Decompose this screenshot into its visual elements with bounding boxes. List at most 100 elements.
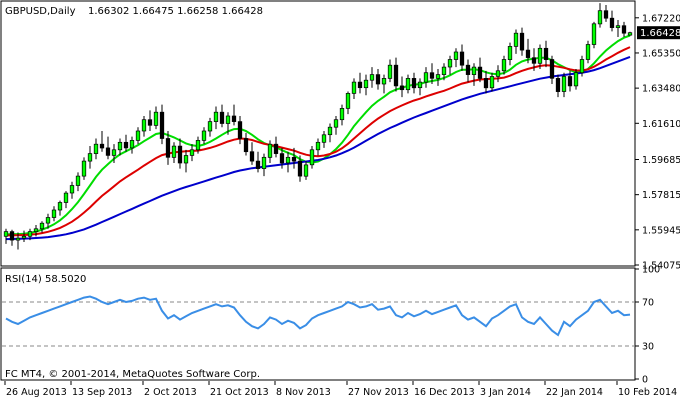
date-tick-label: 2 Oct 2013: [144, 387, 197, 398]
candle-body-bear: [429, 72, 435, 79]
candle: [243, 132, 249, 156]
candle: [177, 138, 183, 169]
candle-body-bear: [291, 156, 297, 162]
candle: [405, 74, 411, 94]
candle: [567, 70, 573, 92]
candle: [585, 40, 591, 64]
candle: [339, 104, 345, 126]
candle: [21, 230, 27, 242]
candle: [291, 147, 297, 169]
candle-body-bull: [93, 143, 99, 154]
candle: [153, 106, 159, 130]
candle: [483, 70, 489, 94]
candle: [309, 146, 315, 169]
candle: [183, 149, 189, 173]
candle: [621, 21, 627, 37]
candle-body-bull: [153, 111, 159, 126]
candle-body-bear: [411, 78, 417, 89]
rsi-tick-label: 100: [642, 265, 660, 276]
candle-body-bull: [225, 115, 231, 124]
candle: [477, 57, 483, 83]
rsi-tick-label: 70: [642, 298, 654, 309]
price-tick-label: 1.63480: [642, 84, 680, 95]
price-tick-label: 1.57815: [642, 190, 680, 201]
candle: [447, 55, 453, 75]
candle: [345, 91, 351, 115]
candle-body-bull: [453, 51, 459, 60]
last-price-box: [637, 26, 680, 40]
candle: [375, 68, 381, 90]
ma-slow-line: [5, 55, 631, 241]
candle: [297, 155, 303, 182]
candle-body-bear: [549, 59, 555, 79]
price-tick-label: 1.59685: [642, 155, 680, 166]
candle: [369, 67, 375, 88]
rsi-tick-label: 30: [642, 342, 654, 353]
candle-body-bull: [129, 140, 135, 149]
candle: [315, 138, 321, 156]
candle: [411, 72, 417, 94]
candle-body-bull: [45, 217, 51, 224]
candle: [579, 55, 585, 77]
candle: [147, 110, 153, 132]
candle: [99, 131, 105, 152]
candle-body-bull: [81, 160, 87, 177]
candle-body-bull: [183, 155, 189, 164]
candle: [27, 228, 33, 241]
candle-body-bear: [543, 47, 549, 60]
candle-body-bear: [9, 231, 15, 241]
candle-body-bear: [243, 138, 249, 153]
rsi-axis: 100 70 30 0: [2, 265, 660, 386]
candle-body-bull: [501, 59, 507, 72]
candle-body-bear: [249, 151, 255, 162]
candle: [249, 142, 255, 165]
candle-body-bull: [363, 79, 369, 89]
candle-body-bull: [591, 23, 597, 45]
main-chart-frame: GBPUSD,Daily 1.66302 1.66475 1.66258 1.6…: [0, 0, 636, 267]
candle-body-bear: [105, 147, 111, 156]
candle: [441, 63, 447, 81]
candle-body-bear: [123, 141, 129, 149]
chart-ohlc: 1.66302 1.66475 1.66258 1.66428: [88, 6, 263, 17]
candle: [225, 112, 231, 135]
candle: [489, 72, 495, 92]
candle-body-bear: [279, 153, 285, 164]
candle: [219, 104, 225, 128]
candle-body-bull: [57, 202, 63, 211]
candle: [105, 136, 111, 160]
candle-body-bull: [507, 46, 513, 60]
candle-body-bull: [327, 126, 333, 136]
candle-body-bear: [237, 121, 243, 139]
candle-body-bull: [435, 74, 441, 79]
last-price-marker: 1.66428: [637, 26, 680, 40]
candle-body-bull: [21, 235, 27, 239]
candle: [261, 153, 267, 177]
candle-body-bull: [471, 66, 477, 75]
candle-body-bear: [219, 111, 225, 124]
candle: [471, 63, 477, 86]
candle: [597, 3, 603, 28]
candle: [429, 63, 435, 84]
candle: [303, 161, 309, 180]
date-tick-label: 26 Aug 2013: [6, 387, 67, 398]
candle-body-bull: [195, 140, 201, 151]
moving-averages: [5, 34, 631, 241]
candle: [87, 146, 93, 169]
candle: [93, 138, 99, 160]
candle: [117, 138, 123, 156]
candle: [279, 147, 285, 169]
candle: [321, 131, 327, 148]
candle-body-bear: [255, 160, 261, 169]
candle-body-bull: [33, 228, 39, 232]
candle-body-bull: [51, 209, 57, 218]
candle-body-bull: [201, 130, 207, 141]
candle-body-bull: [135, 130, 141, 141]
candle: [135, 127, 141, 145]
candle: [543, 40, 549, 68]
candle: [9, 229, 15, 246]
candle: [75, 172, 81, 192]
candle: [81, 157, 87, 180]
candle: [141, 115, 147, 137]
candle: [333, 115, 339, 135]
